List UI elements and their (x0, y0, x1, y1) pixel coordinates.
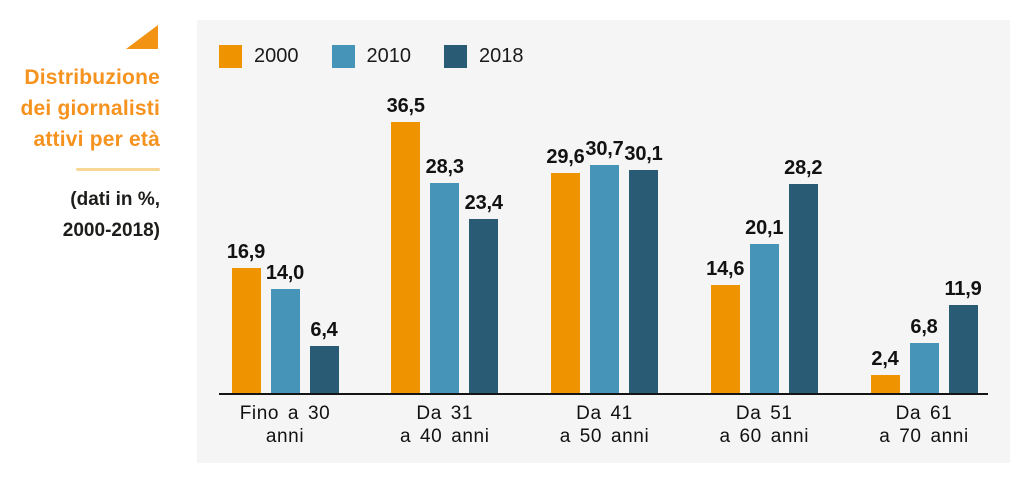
bar-value-label: 14,0 (265, 262, 305, 285)
legend-item-2000: 2000 (219, 45, 299, 68)
chart-panel: 2000 2010 2018 16,9 14,0 6,4 Fino a 30 anni 36,… (197, 20, 1010, 463)
bar-2010-group2 (430, 183, 460, 393)
chart-title-line: attivi per età (33, 128, 160, 151)
bar-value-label: 14,6 (706, 257, 745, 280)
x-axis-label-line: a 40 anni (399, 426, 490, 447)
bar-value-label: 16,9 (226, 240, 266, 263)
bar-2018-group2 (469, 219, 499, 393)
legend-label: 2018 (479, 45, 524, 67)
chart-title-line: dei giornalisti (20, 97, 160, 120)
x-axis-label-line: Da 51 (735, 403, 793, 424)
legend-swatch (444, 45, 467, 68)
x-axis-label: Da 31 a 40 anni (360, 402, 530, 448)
bar-2018-group4 (788, 183, 818, 393)
bar-value-label: 2,4 (871, 348, 899, 371)
chart-subtitle-line: (dati in %, (70, 189, 160, 210)
x-axis-label-line: a 70 anni (879, 426, 969, 447)
bar-2018-group3 (629, 169, 658, 393)
bar-2010-group3 (590, 165, 619, 393)
x-axis-label: Fino a 30 anni (200, 402, 370, 448)
x-axis-label: Da 61 a 70 anni (839, 402, 1009, 448)
bar-value-label: 30,7 (585, 138, 624, 161)
bar-value-label: 30,1 (624, 142, 663, 165)
chart-title: Distribuzione dei giornalisti attivi per… (0, 62, 160, 155)
legend: 2000 2010 2018 (219, 45, 524, 68)
x-axis-label-line: a 60 anni (719, 426, 810, 447)
legend-item-2010: 2010 (331, 45, 412, 68)
bar-2010-group4 (749, 243, 779, 393)
triangle-accent-icon (126, 25, 158, 49)
bar-value-label: 11,9 (944, 277, 982, 300)
bar-value-label: 28,2 (784, 156, 823, 179)
x-axis-label: Da 41 a 50 anni (520, 402, 690, 448)
legend-swatch (219, 45, 242, 68)
x-axis-label: Da 51 a 60 anni (679, 402, 849, 448)
bar-2000-group3 (551, 173, 580, 393)
legend-label: 2000 (254, 45, 299, 67)
title-divider (76, 168, 160, 171)
legend-item-2018: 2018 (444, 45, 524, 68)
bar-2018-group5 (948, 304, 978, 393)
x-axis-label-line: Fino a 30 (239, 403, 331, 424)
plot-area: 16,9 14,0 6,4 Fino a 30 anni 36,5 28,3 23,4 Da 3… (197, 20, 1010, 463)
bar-value-label: 29,6 (546, 146, 585, 169)
bar-2000-group5 (870, 375, 900, 393)
x-axis-label-line: Da 31 (416, 403, 474, 424)
bar-2010-group1 (270, 289, 300, 393)
x-axis-label-line: anni (265, 426, 305, 447)
bar-2000-group4 (710, 284, 740, 393)
chart-subtitle-line: 2000-2018) (62, 220, 160, 241)
bar-value-label: 23,4 (464, 192, 503, 215)
bar-2010-group5 (909, 342, 939, 393)
bar-2000-group2 (391, 122, 421, 393)
chart-subtitle: (dati in %, 2000-2018) (0, 184, 160, 246)
bar-value-label: 28,3 (425, 156, 464, 178)
bar-value-label: 20,1 (745, 216, 784, 239)
chart-title-line: Distribuzione (24, 66, 160, 89)
bar-2000-group1 (231, 267, 261, 393)
x-axis-line (219, 393, 988, 395)
x-axis-label-line: Da 41 (576, 403, 633, 424)
bar-value-label: 36,5 (386, 95, 425, 118)
legend-label: 2010 (366, 45, 412, 67)
chart-title-block: Distribuzione dei giornalisti attivi per… (0, 25, 160, 246)
x-axis-label-line: a 50 anni (559, 426, 650, 447)
bar-value-label: 6,4 (310, 318, 338, 341)
legend-swatch (331, 45, 355, 68)
x-axis-label-line: Da 61 (895, 403, 953, 424)
bar-value-label: 6,8 (910, 315, 938, 338)
bar-2018-group1 (309, 345, 339, 393)
